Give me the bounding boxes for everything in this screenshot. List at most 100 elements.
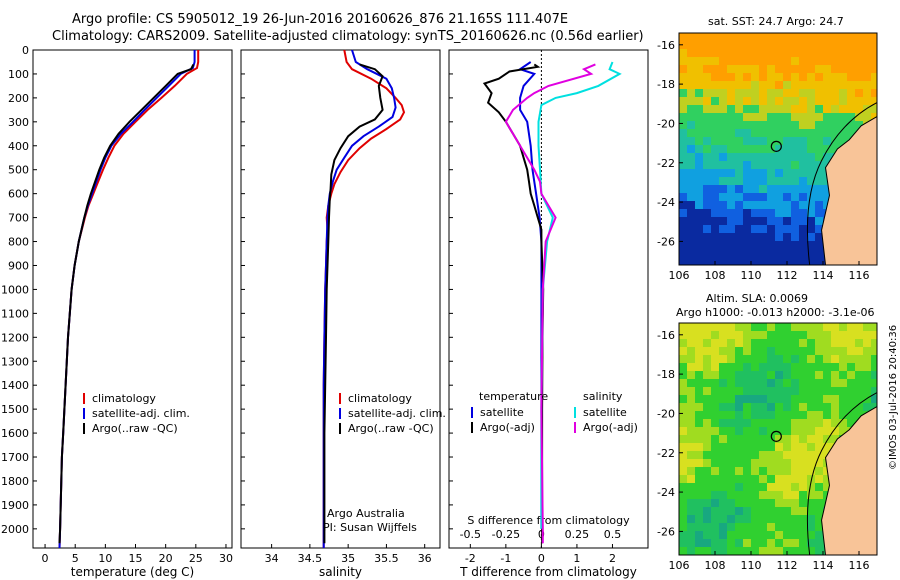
map-cell — [863, 331, 871, 339]
map-cell — [767, 217, 775, 225]
map-cell — [839, 323, 847, 331]
map-cell — [815, 241, 823, 249]
map-cell — [735, 539, 743, 547]
map-cell — [735, 193, 743, 201]
map-cell — [783, 233, 791, 241]
sst-map-title: sat. SST: 24.7 Argo: 24.7 — [708, 15, 844, 28]
map-cell — [727, 491, 735, 499]
map-cell — [751, 419, 759, 427]
map-cell — [695, 339, 703, 347]
map-cell — [679, 97, 687, 105]
map-cell — [823, 193, 831, 201]
map-cell — [695, 73, 703, 81]
annotation: PI: Susan Wijffels — [323, 521, 417, 534]
map-cell — [839, 73, 847, 81]
map-cell — [711, 531, 719, 539]
map-cell — [719, 331, 727, 339]
map-cell — [759, 331, 767, 339]
map-cell — [743, 249, 751, 257]
map-cell — [767, 241, 775, 249]
map-cell — [743, 379, 751, 387]
map-cell — [703, 193, 711, 201]
map-cell — [799, 65, 807, 73]
map-cell — [679, 427, 687, 435]
map-cell — [711, 185, 719, 193]
map-cell — [839, 57, 847, 65]
map-cell — [775, 507, 783, 515]
map-cell — [735, 41, 743, 49]
map-cell — [687, 459, 695, 467]
map-cell — [679, 249, 687, 257]
map-y-tick-label: -20 — [657, 117, 675, 130]
x-tick-label: 2 — [609, 552, 616, 565]
map-cell — [703, 467, 711, 475]
s-tick-label: 0.25 — [565, 528, 590, 541]
map-cell — [759, 435, 767, 443]
map-cell — [695, 65, 703, 73]
map-cell — [687, 515, 695, 523]
map-cell — [751, 435, 759, 443]
map-cell — [871, 113, 877, 121]
map-cell — [807, 435, 815, 443]
map-cell — [839, 395, 847, 403]
map-cell — [711, 233, 719, 241]
map-cell — [703, 225, 711, 233]
map-cell — [831, 81, 839, 89]
map-cell — [791, 531, 799, 539]
map-cell — [791, 347, 799, 355]
map-cell — [703, 339, 711, 347]
map-cell — [767, 73, 775, 81]
map-frame — [678, 322, 878, 556]
x-tick-label: 1 — [573, 552, 580, 565]
map-cell — [871, 81, 877, 89]
map-cell — [791, 113, 799, 121]
map-cell — [871, 105, 877, 113]
map-cell — [735, 403, 743, 411]
map-cell — [847, 419, 855, 427]
map-cell — [815, 249, 823, 257]
map-cell — [751, 467, 759, 475]
map-cell — [815, 531, 823, 539]
map-cell — [807, 257, 815, 265]
map-cell — [775, 153, 783, 161]
map-cell — [711, 467, 719, 475]
x-tick-label: 35.5 — [374, 552, 399, 565]
map-cell — [719, 411, 727, 419]
map-cell — [727, 137, 735, 145]
map-cell — [719, 233, 727, 241]
map-cell — [839, 121, 847, 129]
map-cell — [783, 49, 791, 57]
map-cell — [791, 323, 799, 331]
map-cell — [775, 371, 783, 379]
map-cell — [839, 81, 847, 89]
map-cell — [791, 177, 799, 185]
map-y-tick-label: -18 — [657, 78, 675, 91]
map-cell — [759, 395, 767, 403]
map-cell — [767, 427, 775, 435]
map-cell — [743, 209, 751, 217]
map-cell — [783, 153, 791, 161]
map-cell — [703, 347, 711, 355]
map-cell — [751, 483, 759, 491]
map-cell — [711, 249, 719, 257]
map-cell — [839, 65, 847, 73]
map-cell — [783, 395, 791, 403]
map-cell — [695, 145, 703, 153]
map-cell — [703, 331, 711, 339]
map-cell — [871, 323, 877, 331]
map-cell — [679, 419, 687, 427]
map-cell — [719, 451, 727, 459]
map-cell — [679, 515, 687, 523]
map-cell — [727, 467, 735, 475]
map-cell — [735, 323, 743, 331]
x-axis-label: temperature (deg C) — [71, 565, 194, 579]
series-line-1 — [322, 49, 397, 548]
map-cell — [743, 499, 751, 507]
map-y-tick-label: -16 — [657, 329, 675, 342]
map-cell — [791, 443, 799, 451]
map-cell — [791, 121, 799, 129]
map-cell — [783, 475, 791, 483]
map-cell — [687, 137, 695, 145]
map-cell — [783, 209, 791, 217]
map-cell — [751, 249, 759, 257]
